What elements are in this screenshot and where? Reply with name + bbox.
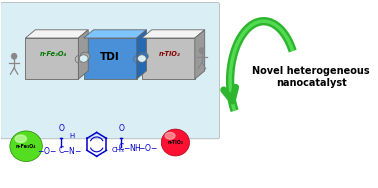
Circle shape [199,48,205,54]
Polygon shape [25,30,88,38]
Polygon shape [142,30,205,38]
Polygon shape [142,38,195,79]
Text: C: C [119,143,124,152]
Polygon shape [195,30,205,79]
Ellipse shape [75,55,85,63]
Ellipse shape [161,129,189,156]
Ellipse shape [79,55,88,62]
Text: C: C [59,146,64,155]
Text: Novel heterogeneous
nanocatalyst: Novel heterogeneous nanocatalyst [253,66,370,88]
Polygon shape [25,38,78,79]
Text: n-TiO₂: n-TiO₂ [167,140,183,145]
Polygon shape [78,30,88,79]
Ellipse shape [138,55,146,62]
Ellipse shape [138,52,148,60]
Text: TDI: TDI [99,52,119,62]
Text: n-TiO₂: n-TiO₂ [159,51,181,57]
Text: O: O [118,124,124,133]
Text: O: O [59,124,64,133]
Text: CH₃: CH₃ [112,147,124,153]
Circle shape [11,53,17,59]
Ellipse shape [133,55,143,63]
Ellipse shape [15,135,26,143]
Ellipse shape [10,131,42,161]
FancyBboxPatch shape [1,3,220,139]
Text: n-Fe₃O₄: n-Fe₃O₄ [16,144,36,149]
Text: $-$N$-$: $-$N$-$ [62,145,82,156]
Ellipse shape [165,132,175,139]
Polygon shape [136,30,146,79]
Polygon shape [84,30,146,38]
Text: H: H [70,133,74,139]
Polygon shape [84,38,136,79]
Ellipse shape [80,52,90,60]
Text: n-Fe₃O₄: n-Fe₃O₄ [40,51,67,57]
Text: $-$O$-$: $-$O$-$ [37,145,57,156]
Text: $-$NH: $-$NH [122,142,141,153]
Text: $-$O$-$: $-$O$-$ [138,142,158,153]
